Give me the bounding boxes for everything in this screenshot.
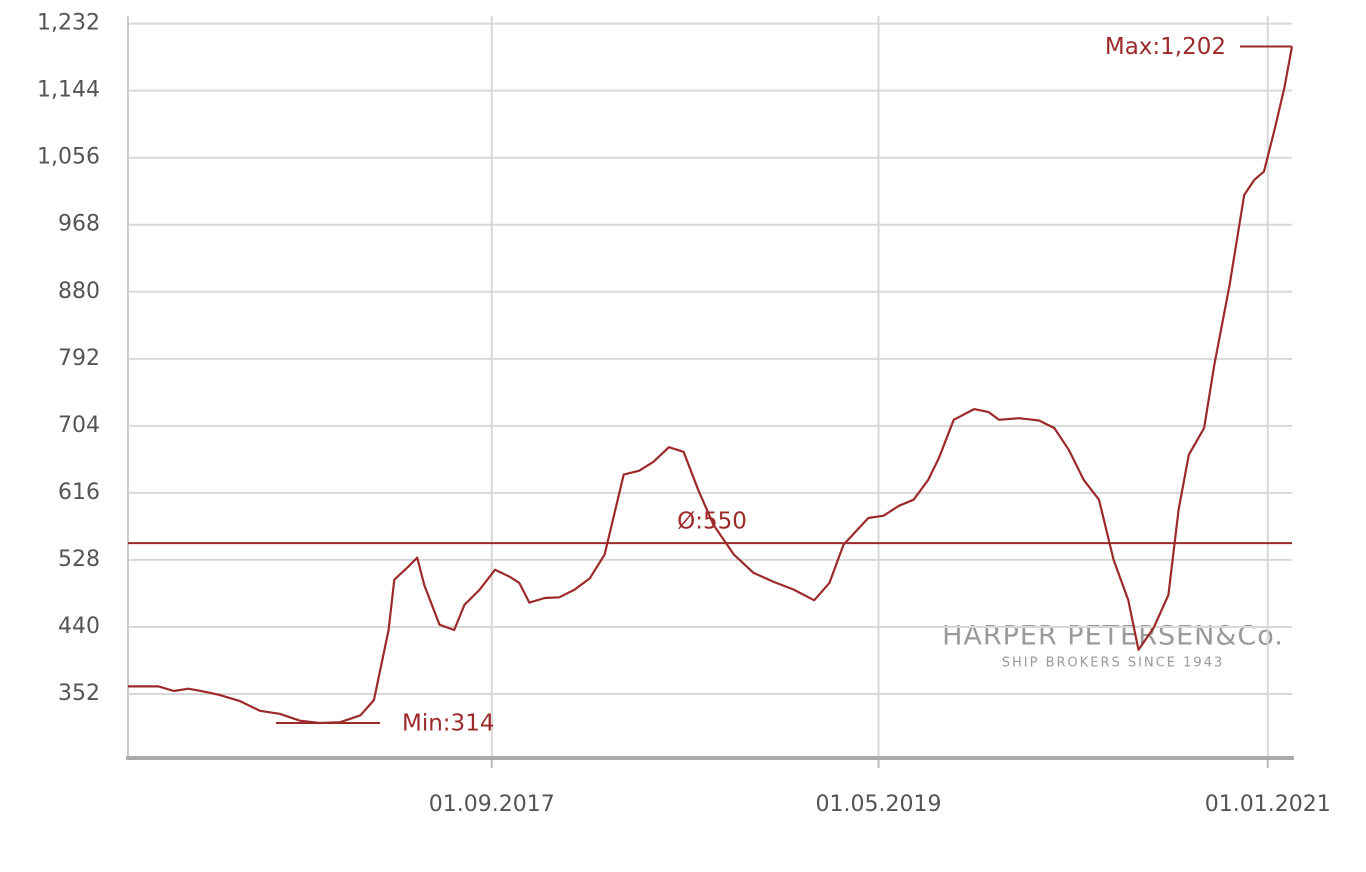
y-tick-label: 704 [58,413,100,438]
y-tick-label: 880 [58,279,100,304]
y-tick-label: 440 [58,614,100,639]
y-tick-label: 968 [58,212,100,237]
y-tick-label: 1,056 [37,145,100,170]
y-tick-label: 1,232 [37,11,100,36]
series-line [128,46,1294,725]
y-tick-label: 1,144 [37,78,100,103]
y-tick-label: 616 [58,480,100,505]
y-tick-label: 352 [58,681,100,706]
x-tick-label: 01.01.2021 [1205,792,1331,817]
y-tick-label: 528 [58,547,100,572]
watermark-title: HARPER PETERSEN&Co. [942,621,1284,652]
x-tick-label: 01.05.2019 [816,792,942,817]
max-label: Max:1,202 [1105,34,1226,60]
x-tick-label: 01.09.2017 [429,792,555,817]
y-tick-label: 792 [58,346,100,371]
watermark-subtitle: SHIP BROKERS SINCE 1943 [1002,656,1225,671]
mean-label: Ø:550 [677,509,747,535]
min-label: Min:314 [402,710,494,736]
